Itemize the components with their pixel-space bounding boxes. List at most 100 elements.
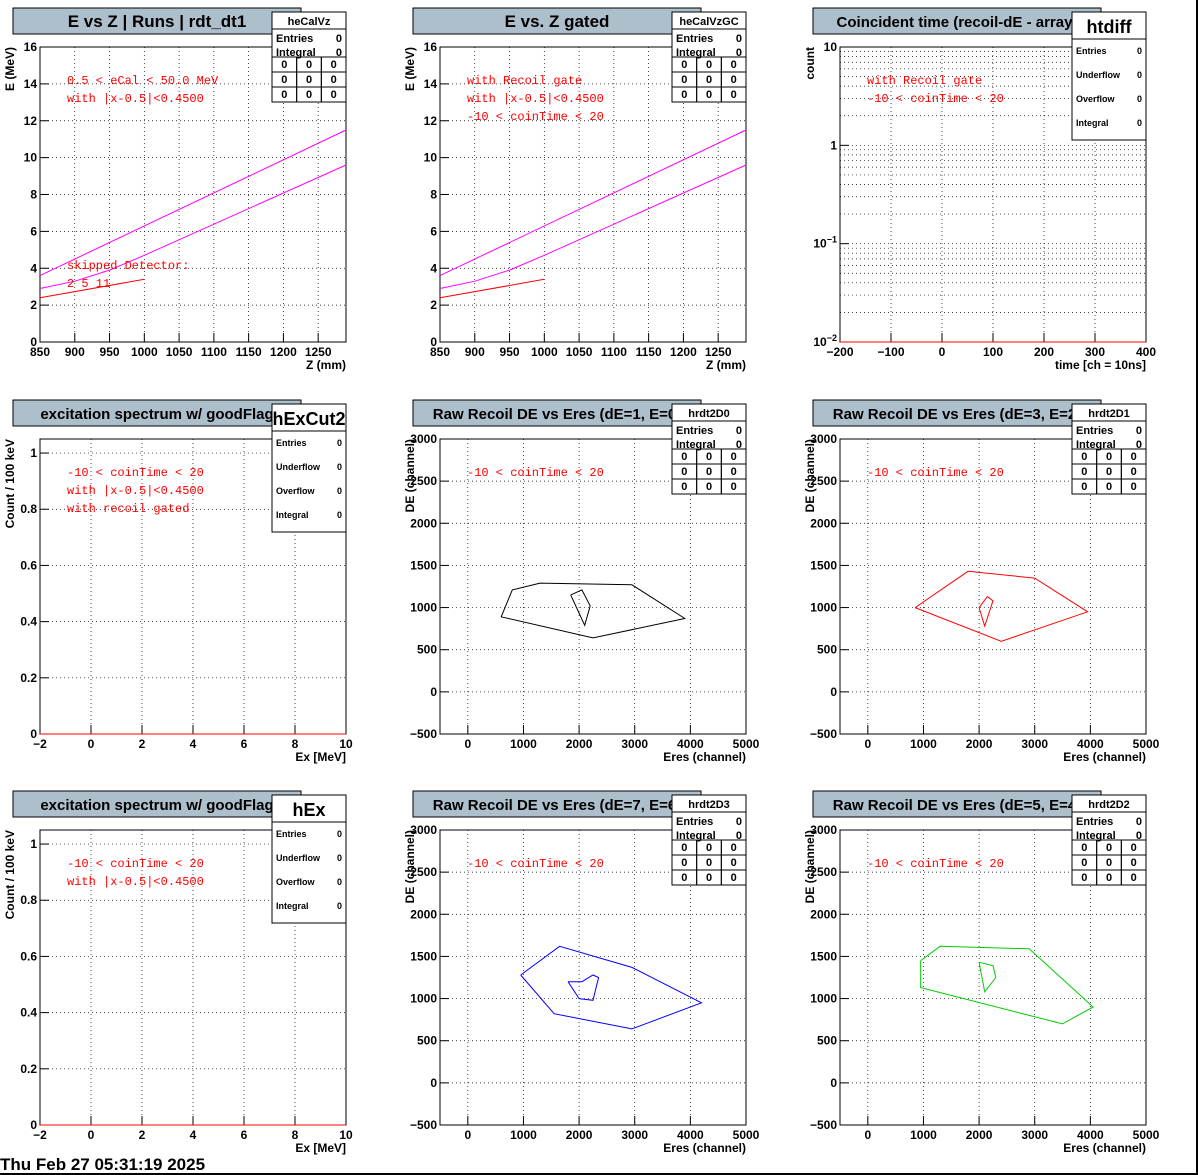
x-tick-label: 900 bbox=[65, 345, 85, 359]
stats-cell-value: 0 bbox=[681, 89, 687, 101]
stats-cell-value: 0 bbox=[731, 451, 737, 463]
y-tick-label: 500 bbox=[817, 643, 837, 657]
stats-label: Underflow bbox=[1076, 70, 1121, 80]
x-tick-label: 4 bbox=[190, 737, 197, 751]
stats-label: Integral bbox=[276, 901, 309, 911]
y-tick-label: 1000 bbox=[810, 601, 837, 615]
y-tick-label: 1 bbox=[30, 837, 37, 851]
stats-cell bbox=[720, 478, 747, 495]
x-tick-label: 3000 bbox=[621, 1128, 648, 1142]
skipped-detector-text: 2 5 11 bbox=[67, 277, 110, 291]
title-text: E vs. Z gated bbox=[505, 12, 610, 31]
stats-value: 0 bbox=[1136, 439, 1142, 451]
x-tick-label: 0 bbox=[88, 1128, 95, 1142]
title-text: E vs Z | Runs | rdt_dt1 bbox=[68, 12, 247, 31]
plot-title: excitation spectrum w/ goodFlag bbox=[12, 790, 302, 818]
series-red bbox=[39, 278, 145, 299]
y-tick-label: 0.8 bbox=[20, 502, 37, 516]
x-tick-label: 10 bbox=[339, 737, 353, 751]
y-tick-label: 12 bbox=[424, 114, 438, 128]
x-tick-label: 1150 bbox=[236, 345, 262, 359]
y-tick-label: 1500 bbox=[810, 949, 837, 963]
y-tick-label: 10 bbox=[824, 40, 838, 54]
x-tick-label: 6 bbox=[241, 1128, 248, 1142]
title-box bbox=[412, 7, 702, 35]
y-tick-label: 0 bbox=[30, 335, 37, 349]
stats-value: 0 bbox=[736, 439, 742, 451]
x-tick-label: 0 bbox=[88, 737, 95, 751]
stats-cell-value: 0 bbox=[1081, 872, 1087, 884]
annotation: -10 < coinTime < 20 bbox=[867, 466, 1004, 480]
y-tick-label: 1 bbox=[830, 138, 837, 152]
y-tick-label: 4 bbox=[30, 261, 37, 275]
stats-cell-value: 0 bbox=[331, 74, 337, 86]
x-tick-label: 2000 bbox=[566, 737, 593, 751]
stats-box: hExCut2 Entries 0 Underflow 0 Overflow 0 Integr… bbox=[271, 403, 347, 533]
y-tick-label: 16 bbox=[424, 40, 438, 54]
x-tick-label: 1250 bbox=[305, 345, 332, 359]
y-tick-label: 0 bbox=[30, 1118, 37, 1132]
stats-name: hEx bbox=[292, 800, 325, 820]
series-green bbox=[920, 945, 1094, 1025]
stats-cell-value: 0 bbox=[1131, 451, 1137, 463]
y-tick-label: 1000 bbox=[410, 992, 437, 1006]
x-tick-label: 8 bbox=[292, 737, 299, 751]
x-tick-label: 400 bbox=[1136, 345, 1156, 359]
stats-value: 0 bbox=[1136, 830, 1142, 842]
stats-cell-value: 0 bbox=[681, 59, 687, 71]
x-tick-label: 1000 bbox=[910, 1128, 937, 1142]
x-tick-label: 1200 bbox=[670, 345, 697, 359]
y-tick-label: 0.2 bbox=[20, 671, 37, 685]
y-tick-label: −500 bbox=[810, 1118, 837, 1132]
stats-value: 0 bbox=[337, 510, 342, 520]
x-tick-label: 3000 bbox=[1021, 1128, 1048, 1142]
stats-cell-value: 0 bbox=[706, 842, 712, 854]
stats-label: Underflow bbox=[276, 462, 321, 472]
plot-title: excitation spectrum w/ goodFlag bbox=[12, 399, 302, 427]
y-tick-label: 2000 bbox=[410, 516, 437, 530]
x-axis-title: Eres (channel) bbox=[663, 1141, 746, 1155]
stats-frame bbox=[271, 794, 347, 924]
title-box bbox=[812, 399, 1102, 427]
canvas-bottom-border bbox=[0, 1173, 1198, 1175]
x-tick-label: 850 bbox=[30, 345, 50, 359]
series-black bbox=[570, 589, 591, 627]
y-tick-label: 8 bbox=[30, 188, 37, 202]
x-tick-label: 4000 bbox=[677, 1128, 704, 1142]
stats-value: 0 bbox=[336, 47, 342, 59]
y-tick-label: 1500 bbox=[410, 558, 437, 572]
y-tick-label: 6 bbox=[430, 224, 437, 238]
title-text: Raw Recoil DE vs Eres (dE=7, E=6) bbox=[433, 797, 681, 814]
y-tick-label: 3000 bbox=[410, 823, 437, 837]
y-tick-label: 2500 bbox=[410, 474, 437, 488]
x-axis-title: Eres (channel) bbox=[1063, 750, 1146, 764]
x-tick-label: 3000 bbox=[621, 737, 648, 751]
stats-label: Integral bbox=[676, 47, 716, 59]
stats-value: 0 bbox=[736, 816, 742, 828]
stats-cell-value: 0 bbox=[681, 74, 687, 86]
plot-title: Raw Recoil DE vs Eres (dE=5, E=4) bbox=[812, 790, 1102, 818]
stats-name: htdiff bbox=[1087, 17, 1133, 37]
stats-label: Entries bbox=[676, 425, 713, 437]
title-box bbox=[812, 790, 1102, 818]
y-tick-label: 4 bbox=[430, 261, 437, 275]
stats-value: 0 bbox=[336, 33, 342, 45]
stats-name: hrdt2D3 bbox=[688, 799, 730, 811]
stats-cell-value: 0 bbox=[331, 59, 337, 71]
stats-label: Entries bbox=[1076, 425, 1113, 437]
y-tick-label: 500 bbox=[417, 643, 437, 657]
stats-label: Integral bbox=[1076, 118, 1109, 128]
stats-label: Integral bbox=[676, 439, 716, 451]
y-tick-label: 0 bbox=[430, 685, 437, 699]
stats-frame bbox=[271, 403, 347, 533]
stats-name: hrdt2D0 bbox=[688, 408, 730, 420]
y-tick-label: 1500 bbox=[810, 558, 837, 572]
y-axis-title: E (MeV) bbox=[3, 47, 17, 91]
plot-frame bbox=[439, 438, 747, 735]
y-tick-label: 3000 bbox=[410, 432, 437, 446]
y-tick-label: 0.4 bbox=[20, 1006, 37, 1020]
annotation: -10 < coinTime < 20 bbox=[467, 110, 604, 124]
chart-p8: 0 1000 2000 3000 4000 5000 −500 0 500 1000 1500 200… bbox=[403, 790, 760, 1155]
